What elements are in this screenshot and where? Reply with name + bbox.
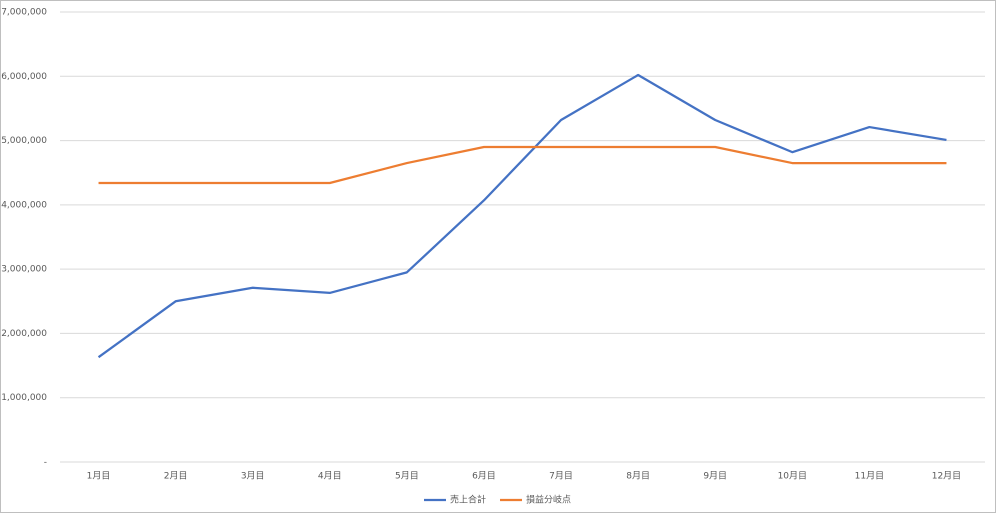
x-tick-label: 3月目	[241, 471, 265, 482]
x-tick-label: 5月目	[395, 471, 419, 482]
x-tick-label: 9月目	[703, 471, 727, 482]
x-tick-label: 10月目	[778, 471, 807, 482]
y-tick-label: 6,000,000	[1, 72, 47, 82]
y-tick-label: -	[44, 458, 47, 468]
y-tick-label: 4,000,000	[1, 200, 47, 210]
x-tick-label: 6月目	[472, 471, 496, 482]
x-tick-label: 4月目	[318, 471, 342, 482]
series-line	[98, 145, 947, 185]
legend-label: 損益分岐点	[526, 494, 571, 506]
y-tick-label: 5,000,000	[1, 136, 47, 146]
x-tick-label: 12月目	[932, 471, 961, 482]
series-line	[97, 73, 947, 359]
y-tick-label: 7,000,000	[1, 8, 47, 18]
x-tick-label: 11月目	[855, 471, 884, 482]
y-tick-label: 3,000,000	[1, 265, 47, 275]
x-tick-label: 1月目	[87, 471, 111, 482]
y-tick-label: 2,000,000	[1, 329, 47, 339]
legend-label: 売上合計	[450, 494, 486, 506]
x-tick-label: 8月目	[626, 471, 650, 482]
x-tick-label: 2月目	[164, 471, 188, 482]
y-tick-label: 1,000,000	[1, 393, 47, 403]
x-tick-label: 7月目	[549, 471, 573, 482]
